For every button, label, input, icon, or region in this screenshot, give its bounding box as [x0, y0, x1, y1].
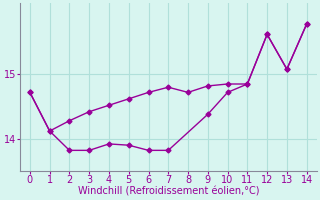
X-axis label: Windchill (Refroidissement éolien,°C): Windchill (Refroidissement éolien,°C) — [77, 187, 259, 197]
